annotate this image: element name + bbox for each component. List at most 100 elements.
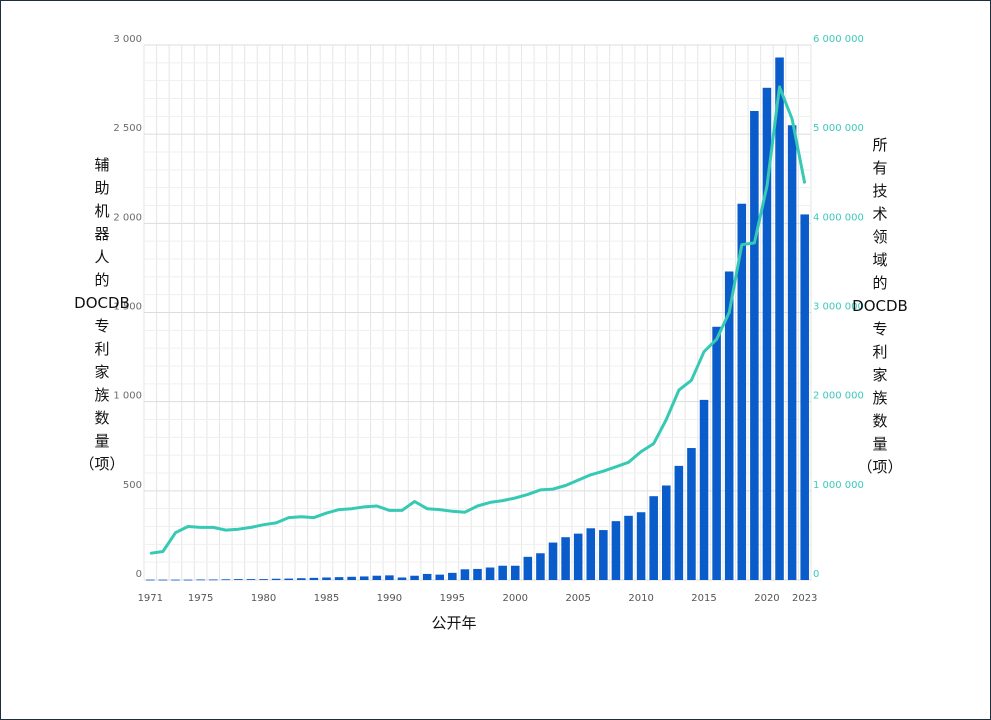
line-point-1975 [200,526,202,528]
axis-title-part: 族 [872,389,887,407]
line-point-2005 [577,479,579,481]
left-tick-label: 1 000 [113,391,142,402]
axis-title-part: 技 [872,182,887,200]
line-point-1986 [338,508,340,511]
axis-title-part: 利 [94,340,109,358]
bar-2004 [561,537,570,580]
axis-title-part: 机 [94,202,109,220]
line-point-2001 [527,493,529,495]
x-tick-label: 1971 [138,593,163,604]
axis-title-part: 的 [872,274,887,292]
axis-title-part: （项） [79,455,124,473]
bar-1973 [171,579,180,581]
axis-title-part: 家 [872,366,887,384]
line-point-1993 [426,508,428,510]
bar-1996 [460,569,470,580]
axis-title-part: 领 [872,228,887,246]
line-point-1989 [376,505,378,507]
bar-2020 [762,87,772,581]
bar-2015 [699,399,709,580]
line-point-1990 [388,509,391,512]
bar-2002 [536,553,545,580]
line-point-2003 [552,488,554,490]
bar-1985 [322,577,331,580]
bar-1971 [146,579,155,581]
bar-2006 [586,528,596,580]
line-point-1981 [275,522,277,524]
bar-2011 [649,496,658,580]
line-point-2011 [653,442,655,445]
x-tick-label: 2023 [792,593,817,604]
grid [143,44,812,581]
axis-title-part: 器 [94,225,109,243]
line-point-2002 [539,489,542,491]
line-point-2000 [514,497,516,499]
bar-2017 [724,271,734,580]
line-point-1982 [288,516,290,519]
line-point-2008 [615,466,617,468]
bar-2008 [611,521,621,580]
bar-2014 [687,448,696,580]
line-point-1974 [187,525,189,528]
bar-1999 [498,565,507,580]
bar-2003 [548,542,558,580]
left-tick-label: 3 000 [113,34,142,45]
bar-2022 [787,125,797,580]
line-point-2013 [678,389,680,391]
line-point-2019 [753,242,755,244]
axis-title-part: 利 [872,343,887,361]
line-point-1995 [451,510,453,512]
bar-2000 [510,565,520,580]
axis-title-part: 家 [94,363,109,381]
axis-title-part: 助 [94,179,109,197]
bar-2018 [737,203,747,580]
bar-2010 [636,512,646,580]
bar-2013 [674,465,684,580]
bar-1998 [485,567,495,580]
line-point-1999 [502,500,504,502]
bar-2021 [775,57,784,580]
bar-1992 [410,575,419,580]
bar-2019 [750,110,759,580]
right-tick-label: 1 000 000 [813,480,864,491]
axis-title-part: 有 [872,159,887,177]
right-tick-label: 6 000 000 [813,34,864,45]
line-point-2012 [665,418,667,421]
x-tick-label: 1985 [314,593,339,604]
axis-title-part: 的 [94,271,109,289]
axis-title-part: DOCDB [852,297,908,315]
right-axis-ticks: 0 1 000 000 2 000 000 3 000 000 4 000 000 5 0… [813,34,864,580]
bar-1983 [297,578,306,580]
axis-title-part: 所 [872,136,887,154]
line-point-1998 [489,501,491,504]
bar-1974 [183,579,193,581]
bar-2016 [712,326,721,580]
line-point-2015 [703,351,705,353]
line-point-2018 [741,244,743,246]
axis-title-part: 量 [872,435,887,453]
bar-2012 [661,485,671,580]
bar-1993 [422,573,432,580]
x-tick-label: 1975 [188,593,213,604]
line-point-1987 [351,508,353,510]
line-point-2020 [766,185,768,187]
x-tick-label: 1995 [440,593,465,604]
x-axis-title: 公开年 [431,614,476,632]
line-point-2023 [804,182,806,184]
line-point-1991 [401,509,403,512]
left-tick-label: 2 500 [113,123,142,134]
line-point-2022 [791,118,793,120]
bar-2023 [800,214,809,580]
bar-1975 [196,579,205,581]
line-point-2010 [640,451,642,453]
bar-2007 [599,530,608,580]
line-point-1988 [363,506,365,508]
line-point-1973 [174,532,177,534]
axis-title-part: 量 [94,432,109,450]
x-tick-label: 2020 [754,593,779,604]
bar-1997 [473,568,482,580]
x-tick-label: 1990 [377,593,402,604]
axis-title-part: （项） [857,458,902,476]
line-point-2017 [728,311,730,314]
